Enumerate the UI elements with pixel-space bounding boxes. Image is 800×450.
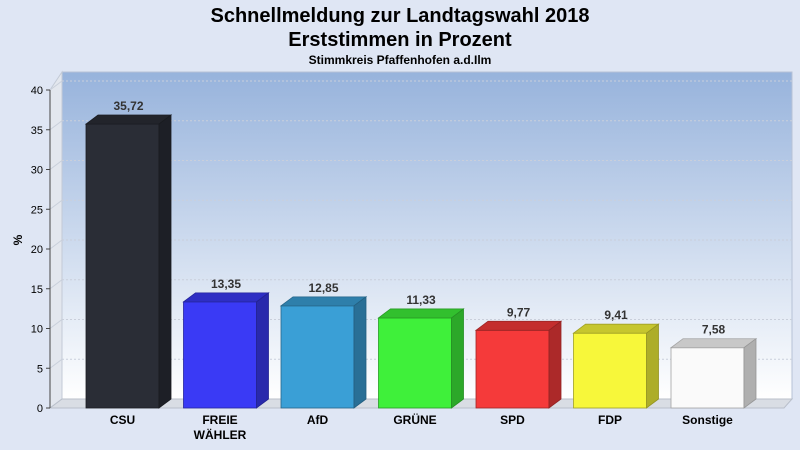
gridline-side [49, 319, 63, 329]
y-axis-label: % [11, 234, 25, 245]
bar [378, 317, 452, 409]
y-tick-label: 30 [31, 165, 43, 177]
x-tick-label: FDP [598, 413, 622, 427]
gridline-side [49, 120, 63, 131]
bar-side [548, 320, 562, 409]
bar [475, 329, 550, 409]
x-tick-label: CSU [110, 413, 135, 427]
x-tick-label: Sonstige [682, 413, 733, 427]
bar-value-label: 35,72 [113, 99, 143, 113]
chart-title-line-2: Erststimmen in Prozent [288, 29, 512, 51]
bar-top [377, 308, 465, 319]
bar-value-label: 12,85 [308, 281, 338, 295]
gridline-side [49, 358, 63, 369]
bar-value-label: 7,58 [702, 323, 726, 337]
gridline-side [49, 239, 63, 250]
gridline-side [49, 160, 63, 170]
bar-top [474, 320, 563, 331]
bar [670, 347, 745, 409]
bar-side [158, 114, 172, 409]
bar-side [451, 308, 464, 409]
y-tick-label: 0 [37, 403, 43, 415]
bar [85, 123, 160, 409]
bar-top [279, 296, 368, 307]
bar-side [353, 296, 367, 409]
chart-subtitle: Stimmkreis Pfaffenhofen a.d.Ilm [308, 53, 492, 67]
y-tick-label: 25 [31, 204, 43, 216]
bar-top [84, 114, 173, 125]
bar-side [256, 292, 269, 409]
bar-value-label: 9,41 [604, 308, 628, 322]
bar [573, 332, 647, 409]
bar [280, 305, 355, 409]
x-tick-label: SPD [500, 413, 525, 427]
bar-value-label: 11,33 [406, 293, 436, 307]
y-tick-label: 15 [31, 284, 43, 296]
gridline-side [49, 199, 63, 210]
bar-value-label: 13,35 [211, 277, 241, 291]
bar-top [572, 323, 660, 334]
bar-top [669, 338, 758, 349]
y-tick-label: 40 [31, 85, 43, 97]
chart-title-line-1: Schnellmeldung zur Landtagswahl 2018 [210, 5, 590, 27]
gridline-side [49, 279, 63, 290]
y-tick-label: 20 [31, 244, 43, 256]
y-tick-label: 10 [31, 324, 43, 336]
bar-top [182, 292, 270, 303]
bar-value-label: 9,77 [507, 305, 531, 319]
y-tick-label: 5 [37, 363, 43, 375]
bar [183, 301, 257, 409]
y-tick-label: 35 [31, 125, 43, 137]
bar-side [743, 337, 757, 409]
gridline-side [49, 80, 63, 91]
x-tick-label: FREIE WÄHLER [194, 413, 247, 442]
x-tick-label: GRÜNE [393, 412, 436, 427]
bar-side [646, 323, 659, 409]
x-tick-label: AfD [307, 413, 329, 427]
